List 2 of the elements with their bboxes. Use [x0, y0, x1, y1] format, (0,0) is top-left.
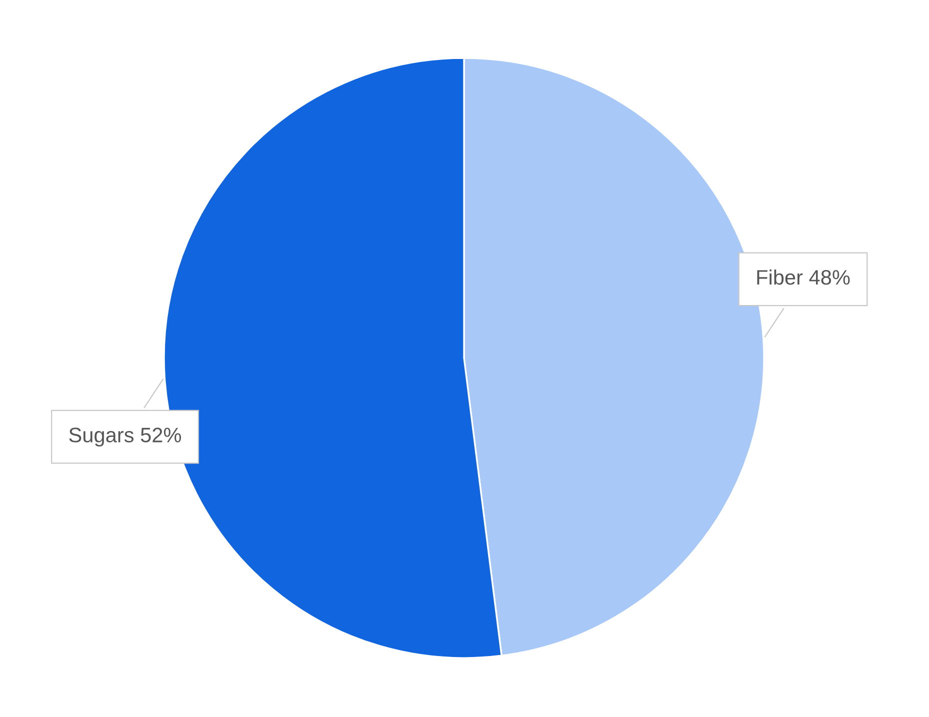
slice-label: Fiber 48%: [757, 269, 850, 285]
slice-label: Sugars 52%: [69, 428, 182, 447]
